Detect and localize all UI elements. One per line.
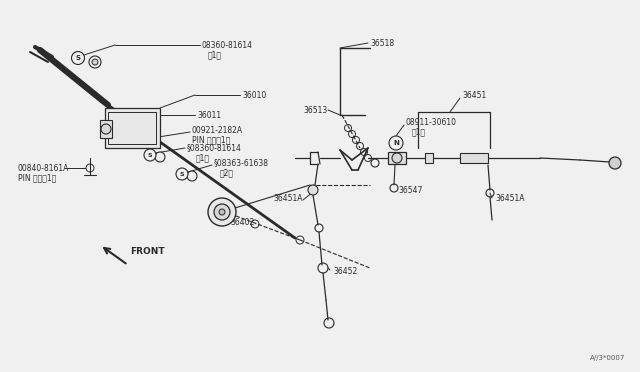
Text: （1）: （1） <box>196 154 210 163</box>
Bar <box>105 108 160 148</box>
Text: PIN ピン（1）: PIN ピン（1） <box>18 173 56 183</box>
Text: S: S <box>148 153 152 157</box>
Circle shape <box>72 51 84 64</box>
Circle shape <box>89 56 101 68</box>
Text: 00840-8161A: 00840-8161A <box>18 164 69 173</box>
Text: 36513: 36513 <box>304 106 328 115</box>
Text: 36452: 36452 <box>333 267 357 276</box>
Text: 36451A: 36451A <box>495 193 525 202</box>
Text: 36011: 36011 <box>197 110 221 119</box>
Text: 36451: 36451 <box>462 90 486 99</box>
Circle shape <box>92 59 98 65</box>
Bar <box>425 153 433 163</box>
Circle shape <box>389 136 403 150</box>
Text: FRONT: FRONT <box>130 247 164 257</box>
Bar <box>108 112 156 144</box>
Text: （1）: （1） <box>208 51 222 60</box>
Text: S: S <box>180 171 184 176</box>
Circle shape <box>208 198 236 226</box>
Text: PIN ピン（1）: PIN ピン（1） <box>192 135 230 144</box>
Text: A//3*0007: A//3*0007 <box>589 355 625 361</box>
Text: 08911-30610: 08911-30610 <box>405 118 456 126</box>
Text: 00921-2182A: 00921-2182A <box>192 125 243 135</box>
Text: §08363-61638: §08363-61638 <box>214 158 269 167</box>
Bar <box>460 153 488 163</box>
Text: 36402: 36402 <box>230 218 254 227</box>
Text: （2）: （2） <box>220 169 234 177</box>
Circle shape <box>144 149 156 161</box>
Circle shape <box>155 152 165 162</box>
Text: §08360-81614: §08360-81614 <box>187 144 242 153</box>
Circle shape <box>187 171 197 181</box>
Text: 36547: 36547 <box>398 186 422 195</box>
Text: S: S <box>76 55 81 61</box>
Circle shape <box>214 204 230 220</box>
Circle shape <box>609 157 621 169</box>
Text: （1）: （1） <box>412 128 426 137</box>
Circle shape <box>219 209 225 215</box>
Circle shape <box>392 153 402 163</box>
Circle shape <box>308 185 318 195</box>
Text: N: N <box>393 140 399 146</box>
Text: 36010: 36010 <box>242 90 266 99</box>
Bar <box>100 120 112 138</box>
Bar <box>388 152 406 164</box>
Circle shape <box>176 168 188 180</box>
Text: 36518: 36518 <box>370 38 394 48</box>
Text: 36451A: 36451A <box>273 193 303 202</box>
Circle shape <box>101 124 111 134</box>
Text: 08360-81614: 08360-81614 <box>202 41 253 49</box>
